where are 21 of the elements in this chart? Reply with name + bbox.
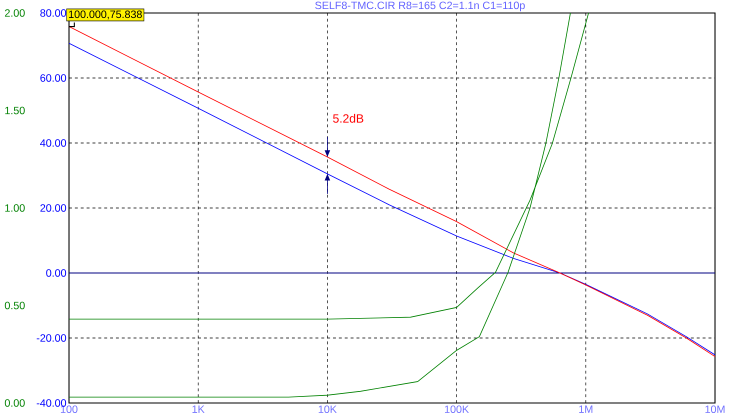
x-tick-label: 100 — [60, 405, 78, 414]
y2-tick-label: 0.00 — [4, 399, 25, 407]
x-tick-label: 10K — [318, 405, 337, 414]
x-tick-label: 1M — [579, 405, 592, 413]
y2-tick-label: 1.00 — [5, 204, 25, 212]
x-tick-label: 100K — [444, 405, 469, 414]
y-tick-label: 20.00 — [40, 204, 66, 212]
annotation: 100.000,75.838 — [69, 10, 142, 20]
y2-tick-label: 0.50 — [4, 302, 25, 310]
y-tick-label: 0.00 — [46, 269, 66, 277]
x-tick-label: 1K — [192, 405, 205, 413]
y-tick-label: -40.00 — [36, 399, 66, 407]
y-tick-label: 60.00 — [40, 74, 66, 82]
y2-tick-label: 1.50 — [5, 106, 25, 114]
y-tick-label: 40.00 — [40, 139, 66, 147]
chart-title: SELF8-TMC.CIR R8=165 C2=1.1n C1=110p — [315, 2, 525, 12]
y2-tick-label: 2.00 — [4, 9, 25, 17]
annotation: 5.2dB — [333, 114, 364, 123]
y-tick-label: 80.00 — [40, 9, 66, 17]
y-tick-label: -20.00 — [36, 334, 66, 342]
x-tick-label: 10M — [705, 405, 725, 414]
